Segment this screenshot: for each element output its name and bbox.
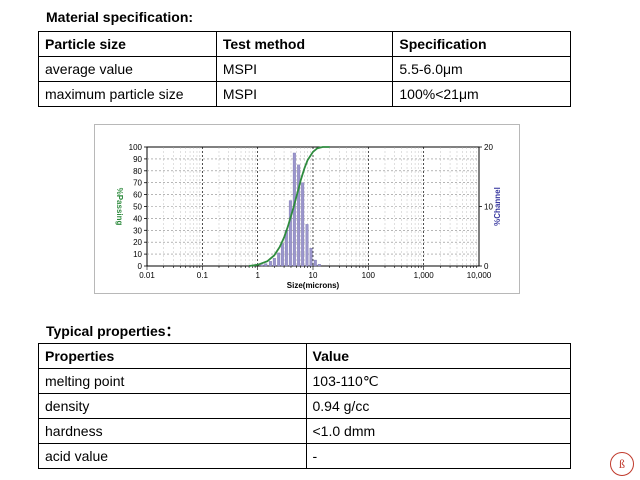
y2-tick-label: 20 — [484, 143, 493, 152]
y-axis-title: %Passing — [115, 188, 124, 226]
table-cell: - — [305, 443, 571, 469]
channel-bar — [260, 264, 264, 267]
y-tick-label: 10 — [133, 250, 142, 259]
channel-bar — [268, 261, 272, 267]
x-tick-label: 0.01 — [139, 271, 155, 280]
table-cell: MSPI — [215, 56, 394, 82]
column-header: Particle size — [38, 31, 217, 57]
channel-bar — [272, 258, 276, 267]
column-header: Properties — [38, 343, 307, 369]
channel-bar — [297, 164, 301, 267]
channel-bar — [280, 243, 284, 267]
material-spec-heading: Material specification: — [46, 9, 194, 25]
x-tick-label: 1,000 — [414, 271, 435, 280]
channel-bar — [301, 182, 305, 267]
channel-bar — [313, 259, 317, 267]
channel-bar — [277, 252, 281, 267]
table-row: density 0.94 g/cc — [38, 393, 571, 419]
column-header: Test method — [215, 31, 394, 57]
material-spec-table: Particle size Test method Specification … — [38, 31, 571, 107]
table-row: melting point 103-110℃ — [38, 368, 571, 394]
y-tick-label: 20 — [133, 238, 142, 247]
column-header: Value — [305, 343, 571, 369]
y-tick-label: 80 — [133, 167, 142, 176]
table-cell: 0.94 g/cc — [305, 393, 571, 419]
table-header-row: Properties Value — [38, 343, 571, 369]
y2-axis-title: %Channel — [493, 187, 502, 226]
table-header-row: Particle size Test method Specification — [38, 31, 571, 57]
typical-properties-table: Properties Value melting point 103-110℃ … — [38, 343, 571, 469]
table-row: hardness <1.0 dmm — [38, 418, 571, 444]
table-cell: 103-110℃ — [305, 368, 571, 394]
table-cell: density — [38, 393, 307, 419]
table-cell: <1.0 dmm — [305, 418, 571, 444]
y-tick-label: 90 — [133, 155, 142, 164]
x-axis-title: Size(microns) — [287, 281, 340, 290]
y-tick-label: 40 — [133, 214, 142, 223]
watermark-logo: ß — [610, 452, 634, 476]
column-header: Specification — [392, 31, 571, 57]
y-tick-label: 50 — [133, 203, 142, 212]
table-cell: melting point — [38, 368, 307, 394]
table-cell: MSPI — [215, 81, 394, 107]
y2-tick-label: 0 — [484, 262, 489, 271]
table-cell: average value — [38, 56, 217, 82]
typical-properties-heading: Typical properties： — [46, 323, 180, 339]
y-tick-label: 100 — [129, 143, 143, 152]
channel-bar — [305, 224, 309, 267]
y-tick-label: 0 — [138, 262, 143, 271]
y2-tick-label: 10 — [484, 203, 493, 212]
x-tick-label: 1 — [255, 271, 260, 280]
table-cell: maximum particle size — [38, 81, 217, 107]
table-row: average value MSPI 5.5-6.0μm — [38, 56, 571, 82]
x-tick-label: 10,000 — [467, 271, 492, 280]
channel-bar — [309, 248, 313, 267]
table-cell: 100%<21μm — [392, 81, 571, 107]
channel-bar — [264, 263, 268, 267]
x-tick-label: 0.1 — [197, 271, 209, 280]
y-tick-label: 60 — [133, 191, 142, 200]
channel-bar — [288, 200, 292, 267]
x-tick-label: 10 — [309, 271, 318, 280]
table-row: maximum particle size MSPI 100%<21μm — [38, 81, 571, 107]
x-tick-label: 100 — [362, 271, 376, 280]
passing-line — [248, 146, 330, 267]
particle-size-chart: 0 10 20 30 40 50 60 70 80 90 100 0.01 0.1 1 10 100 1,000… — [94, 124, 520, 294]
table-row: acid value - — [38, 443, 571, 469]
table-cell: hardness — [38, 418, 307, 444]
table-cell: acid value — [38, 443, 307, 469]
channel-bar — [317, 264, 321, 267]
y-tick-label: 70 — [133, 179, 142, 188]
table-cell: 5.5-6.0μm — [392, 56, 571, 82]
y-tick-label: 30 — [133, 226, 142, 235]
